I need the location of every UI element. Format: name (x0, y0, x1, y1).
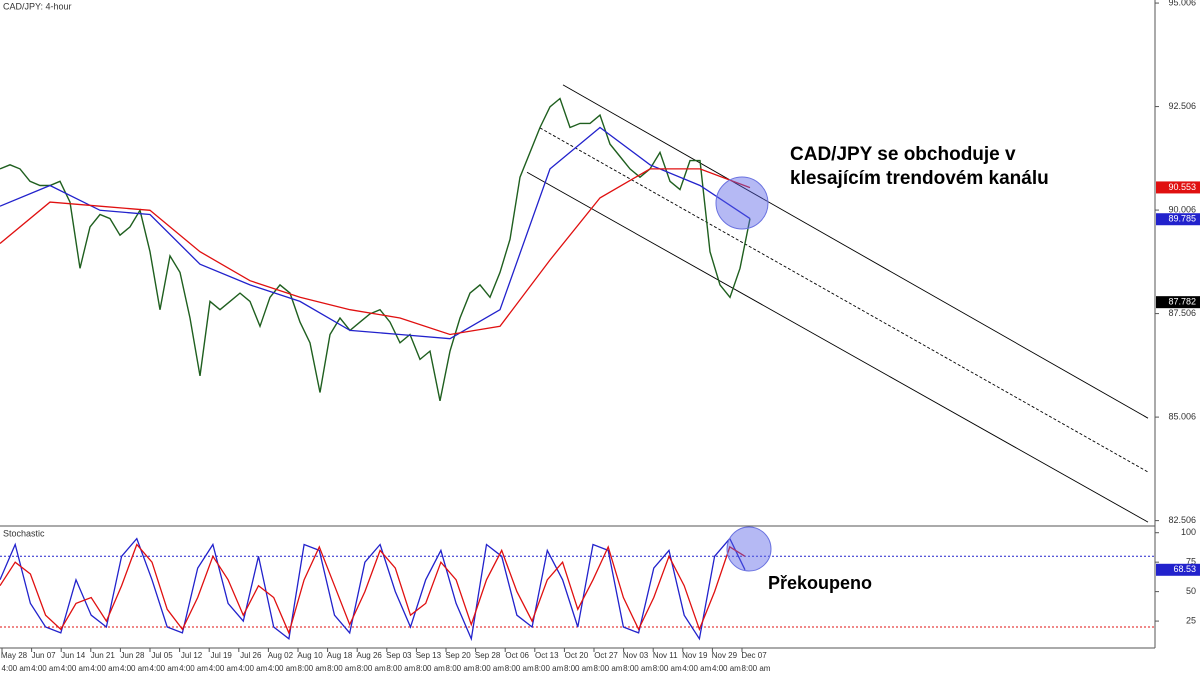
series-line (0, 543, 746, 635)
channel-line (562, 84, 1149, 419)
y-tick-label: 50 (1186, 586, 1196, 596)
highlight-circle (726, 526, 772, 572)
y-tick-label: 90.006 (1168, 204, 1196, 214)
x-tick-time: 8:00 am (298, 664, 327, 673)
x-tick-time: 8:00 am (534, 664, 563, 673)
y-tick-label: 95.006 (1168, 0, 1196, 7)
x-tick-time: 8:00 am (653, 664, 682, 673)
annotation: Překoupeno (768, 573, 872, 593)
x-tick-label: Sep 13 (416, 651, 442, 660)
x-tick-label: Aug 02 (268, 651, 294, 660)
x-tick-label: Dec 07 (741, 651, 767, 660)
price-tag (1156, 213, 1200, 226)
series-line (0, 168, 751, 336)
stoch-tag-label: 68.53 (1173, 564, 1196, 574)
price-tag-label: 89.785 (1168, 214, 1196, 224)
x-tick-label: Jul 26 (240, 651, 262, 660)
x-tick-time: 4:00 am (150, 664, 179, 673)
x-tick-time: 8:00 am (623, 664, 652, 673)
chart-title: CAD/JPY: 4-hour (3, 1, 72, 11)
channel-line (526, 171, 1149, 523)
x-tick-time: 8:00 am (742, 664, 771, 673)
annotation: CAD/JPY se obchoduje v (790, 144, 1016, 165)
x-tick-time: 8:00 am (564, 664, 593, 673)
x-tick-time: 4:00 am (268, 664, 297, 673)
y-tick-label: 92.506 (1168, 101, 1196, 111)
x-tick-label: Jun 14 (61, 651, 86, 660)
x-tick-time: 8:00 am (357, 664, 386, 673)
x-tick-time: 4:00 am (209, 664, 238, 673)
x-tick-time: 4:00 am (238, 664, 267, 673)
x-tick-time: 8:00 am (327, 664, 356, 673)
y-tick-label: 75 (1186, 557, 1196, 567)
x-tick-time: 4:00 am (120, 664, 149, 673)
channel-line (539, 127, 1149, 473)
x-tick-label: Nov 03 (623, 651, 649, 660)
x-tick-time: 8:00 am (475, 664, 504, 673)
x-tick-label: Jul 19 (211, 651, 233, 660)
x-tick-time: 8:00 am (505, 664, 534, 673)
x-tick-label: Aug 26 (357, 651, 383, 660)
x-tick-label: Jul 12 (181, 651, 203, 660)
x-tick-label: Oct 13 (535, 651, 559, 660)
x-tick-time: 8:00 am (446, 664, 475, 673)
annotation: klesajícím trendovém kanálu (790, 168, 1049, 189)
x-tick-time: 8:00 am (416, 664, 445, 673)
x-tick-label: Sep 28 (475, 651, 501, 660)
x-tick-label: Aug 18 (327, 651, 353, 660)
panel-title: Stochastic (3, 528, 45, 538)
x-tick-label: Oct 06 (505, 651, 529, 660)
series-line (0, 537, 746, 642)
price-tag-label: 87.782 (1168, 297, 1196, 307)
series-line (0, 126, 751, 340)
y-tick-label: 82.506 (1168, 515, 1196, 525)
x-tick-time: 4:00 am (712, 664, 741, 673)
y-tick-label: 85.006 (1168, 411, 1196, 421)
x-tick-label: Jun 07 (32, 651, 57, 660)
x-tick-time: 8:00 am (594, 664, 623, 673)
stoch-tag (1156, 563, 1200, 576)
x-tick-label: Sep 03 (386, 651, 412, 660)
highlight-circle (715, 176, 769, 230)
price-tag-label: 90.553 (1168, 182, 1196, 192)
y-tick-label: 25 (1186, 615, 1196, 625)
x-tick-label: Jun 28 (120, 651, 145, 660)
x-tick-time: 4:00 am (61, 664, 90, 673)
x-tick-label: Jul 05 (151, 651, 173, 660)
x-tick-label: Nov 11 (653, 651, 678, 660)
x-tick-label: Oct 27 (594, 651, 618, 660)
y-tick-label: 87.506 (1168, 308, 1196, 318)
x-tick-label: May 28 (1, 651, 28, 660)
price-tag (1156, 296, 1200, 309)
x-tick-label: Aug 10 (297, 651, 323, 660)
x-tick-label: Nov 29 (712, 651, 738, 660)
series-line (0, 97, 751, 401)
x-tick-time: 8:00 am (386, 664, 415, 673)
y-tick-label: 100 (1181, 527, 1196, 537)
x-tick-time: 4:00 am (682, 664, 711, 673)
x-tick-label: Nov 19 (682, 651, 708, 660)
x-tick-label: Jun 21 (91, 651, 116, 660)
price-tag (1156, 181, 1200, 194)
x-tick-time: 4:00 am (31, 664, 60, 673)
x-tick-time: 4:00 am (90, 664, 119, 673)
x-tick-label: Oct 20 (565, 651, 589, 660)
x-tick-time: 4:00 am (2, 664, 31, 673)
x-tick-label: Sep 20 (445, 651, 471, 660)
x-tick-time: 4:00 am (179, 664, 208, 673)
